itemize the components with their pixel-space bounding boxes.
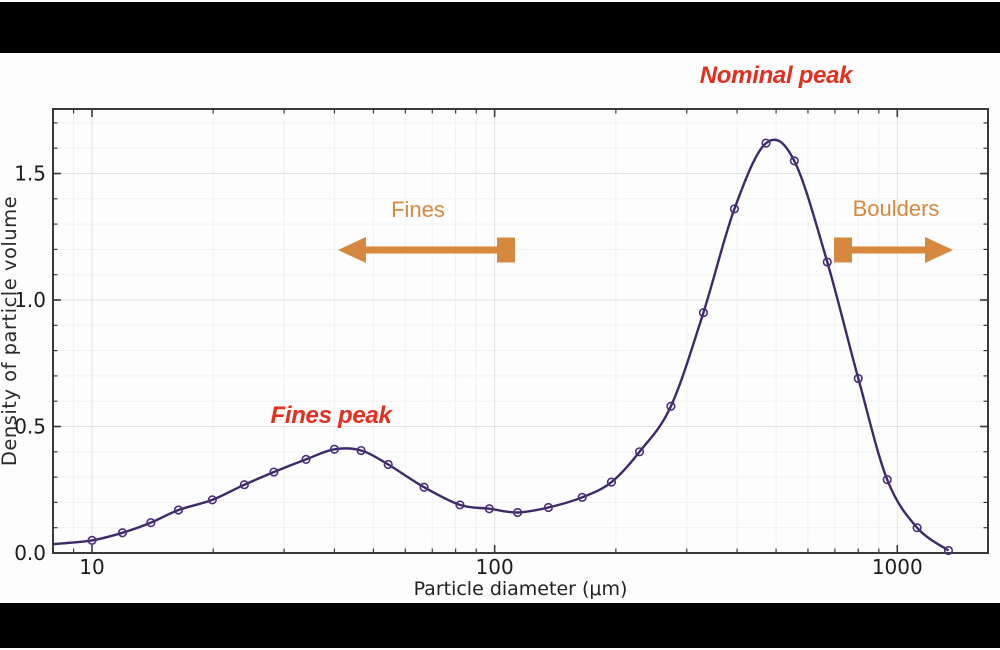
data-point-marker [789, 156, 799, 166]
data-point-marker [666, 401, 676, 411]
svg-text:1.5: 1.5 [14, 162, 46, 186]
data-point-marker [146, 518, 156, 528]
svg-text:1000: 1000 [872, 555, 923, 579]
data-point-marker [761, 138, 771, 148]
svg-text:100: 100 [476, 555, 514, 579]
fines-peak-annotation: Fines peak [270, 402, 392, 429]
data-point-marker [356, 445, 366, 456]
svg-text:1.0: 1.0 [14, 288, 46, 312]
data-point-marker [87, 535, 97, 545]
data-point-marker [117, 528, 128, 538]
data-point-marker [484, 504, 494, 514]
fines-range-label: Fines [391, 197, 445, 222]
data-point-marker [383, 459, 393, 470]
data-point-marker [455, 500, 465, 510]
top-letterbox-bar [0, 2, 1000, 53]
data-point-marker [943, 545, 954, 556]
y-axis-label: Density of particle volume [0, 196, 21, 466]
svg-text:10: 10 [79, 555, 104, 579]
data-point-marker [207, 495, 217, 505]
data-point-marker [173, 505, 184, 515]
data-point-marker [543, 502, 554, 513]
data-point-marker [239, 480, 249, 490]
nominal-peak-annotation: Nominal peak [699, 62, 853, 89]
data-point-marker [329, 444, 340, 454]
data-point-marker [269, 467, 279, 477]
data-point-marker [853, 373, 863, 384]
data-point-marker [882, 475, 892, 485]
data-point-marker [634, 447, 645, 457]
data-point-marker [419, 482, 429, 492]
data-point-marker [822, 257, 832, 267]
data-point-marker [577, 492, 587, 502]
data-point-marker [729, 204, 740, 214]
boulders-arrowhead [925, 237, 953, 263]
fines-arrowhead [338, 237, 366, 263]
boulders-range-label: Boulders [852, 196, 940, 221]
data-point-marker [512, 507, 523, 518]
data-point-marker [912, 523, 922, 533]
svg-text:0.5: 0.5 [14, 415, 46, 439]
x-axis-label: Particle diameter (μm) [414, 578, 628, 600]
distribution-curve [52, 138, 950, 552]
data-point-marker [698, 308, 709, 318]
bottom-letterbox-bar [0, 603, 1000, 648]
data-point-marker [301, 454, 311, 464]
data-point-marker [606, 477, 617, 487]
svg-text:0.0: 0.0 [14, 541, 46, 565]
